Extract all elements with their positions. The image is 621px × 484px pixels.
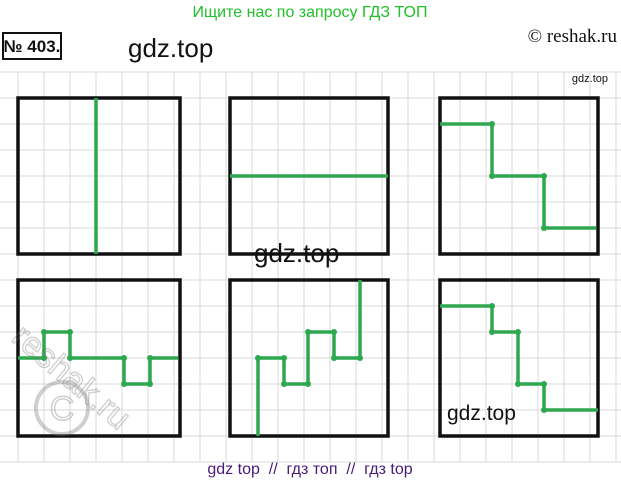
square — [438, 278, 600, 438]
corner-dots — [41, 121, 547, 413]
corner-dot — [147, 381, 153, 387]
banner: Ищите нас по запросу ГДЗ ТОП — [193, 4, 428, 21]
corner-dot — [67, 355, 73, 361]
corner-dot — [489, 329, 495, 335]
svg-text:C: C — [50, 390, 75, 428]
corner-dot — [67, 329, 73, 335]
corner-dot — [515, 381, 521, 387]
cut-line — [440, 304, 598, 412]
watermark: gdz.top — [254, 238, 339, 268]
corner-dot — [281, 381, 287, 387]
square — [228, 278, 390, 438]
corner-dot — [541, 225, 547, 231]
corner-dot — [331, 355, 337, 361]
corner-dot — [541, 407, 547, 413]
corner-dot — [121, 381, 127, 387]
cut-line — [440, 122, 596, 230]
corner-dot — [121, 355, 127, 361]
copyright-mark: C — [34, 380, 90, 436]
corner-dot — [41, 355, 47, 361]
corner-dot — [305, 329, 311, 335]
corner-dot — [41, 329, 47, 335]
watermark: gdz.top — [447, 402, 516, 425]
footer: gdz top // гдз топ // гдз top — [207, 461, 412, 478]
problem-number: № 403. — [4, 37, 61, 56]
square — [16, 96, 182, 256]
watermark: gdz.top — [572, 73, 608, 85]
corner-dot — [541, 173, 547, 179]
corner-dot — [515, 329, 521, 335]
corner-dot — [305, 381, 311, 387]
corner-dot — [489, 121, 495, 127]
watermark: gdz.top — [128, 33, 213, 63]
corner-dot — [489, 173, 495, 179]
cut-line — [18, 330, 178, 386]
cut-line — [256, 280, 362, 436]
corner-dot — [331, 329, 337, 335]
copyright: © reshak.ru — [528, 26, 618, 47]
corner-dot — [147, 355, 153, 361]
square — [438, 96, 600, 256]
corner-dot — [357, 355, 363, 361]
corner-dot — [255, 355, 261, 361]
corner-dot — [281, 355, 287, 361]
corner-dot — [541, 381, 547, 387]
number-frame — [2, 32, 62, 60]
corner-dot — [489, 303, 495, 309]
